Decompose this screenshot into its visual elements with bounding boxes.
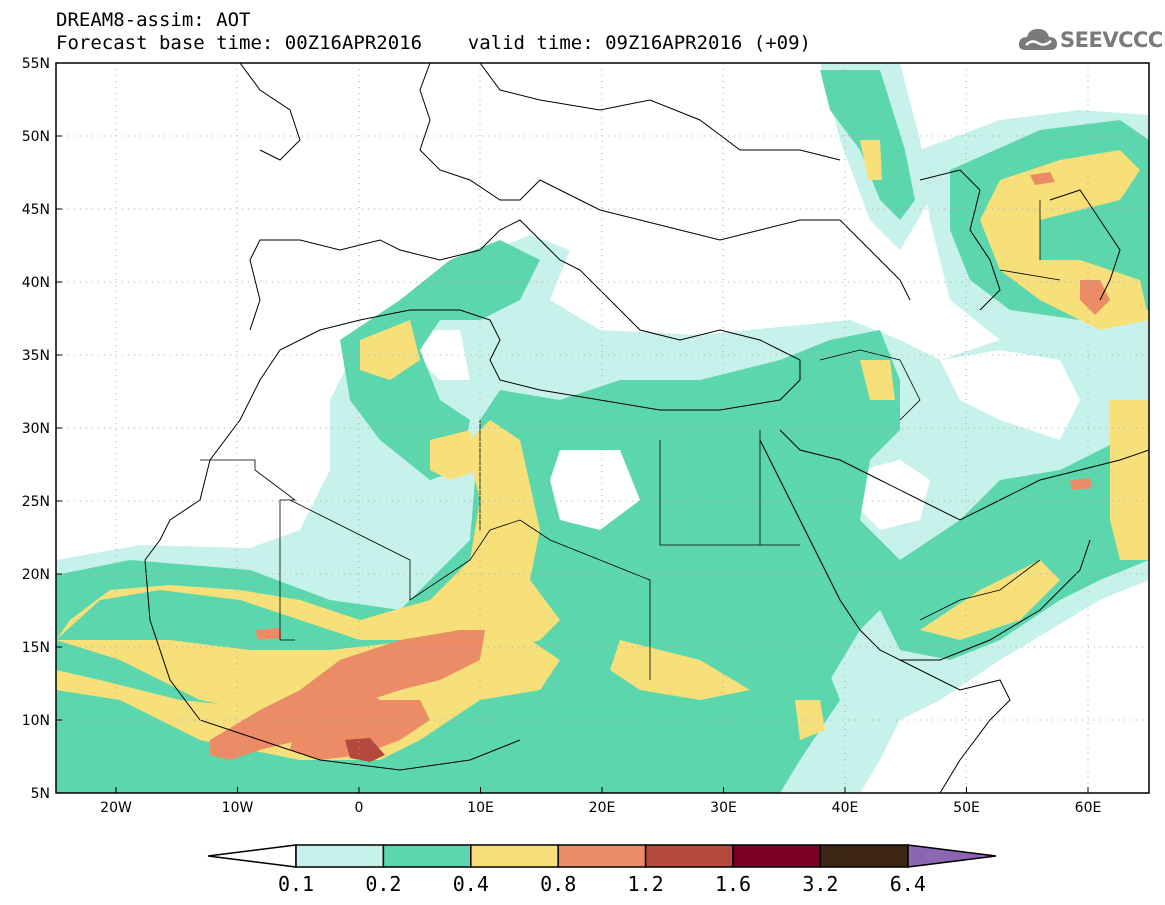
colorbar xyxy=(207,844,997,868)
colorbar-label: 0.8 xyxy=(540,872,577,896)
aot-level-0.8 xyxy=(210,172,1110,760)
lat-tick-label: 15N xyxy=(22,640,50,656)
seevccc-logo: SEEVCCC xyxy=(1018,24,1163,56)
latitude-axis: 55N 50N 45N 40N 35N 30N 25N 20N 15N 10N 5N xyxy=(22,56,62,802)
lat-tick-label: 30N xyxy=(22,421,50,437)
colorbar-swatch xyxy=(819,844,909,868)
coastlines xyxy=(144,63,1149,793)
gridlines xyxy=(56,63,1149,793)
colorbar-label: 0.1 xyxy=(277,872,315,896)
lon-tick-label: 20W xyxy=(100,800,132,816)
aot-level-1.2 xyxy=(345,738,385,762)
lat-tick-label: 45N xyxy=(22,202,50,218)
longitude-axis: 20W 10W 0 10E 20E 30E 40E 50E 60E xyxy=(100,787,1101,816)
lon-tick-label: 0 xyxy=(355,800,364,816)
lat-tick-label: 50N xyxy=(22,129,50,145)
colorbar-label: 0.2 xyxy=(365,872,402,896)
colorbar-swatch xyxy=(557,844,647,868)
lat-tick-label: 5N xyxy=(31,786,50,802)
colorbar-label: 1.6 xyxy=(714,872,752,896)
lat-tick-label: 25N xyxy=(22,494,50,510)
colorbar-swatch xyxy=(382,844,472,868)
colorbar-label: 6.4 xyxy=(889,872,926,896)
lon-tick-label: 50E xyxy=(953,800,980,816)
lat-tick-label: 55N xyxy=(22,56,50,72)
lat-tick-label: 40N xyxy=(22,275,50,291)
cloud-icon xyxy=(1018,29,1057,50)
lat-tick-label: 20N xyxy=(22,567,50,583)
colorbar-label: 0.4 xyxy=(452,872,489,896)
lon-tick-label: 20E xyxy=(589,800,616,816)
map-subtitle: Forecast base time: 00Z16APR2016 valid t… xyxy=(56,32,811,54)
lon-tick-label: 30E xyxy=(710,800,737,816)
colorbar-swatch xyxy=(644,844,734,868)
colorbar-swatch xyxy=(732,844,822,868)
lon-tick-label: 10E xyxy=(467,800,494,816)
colorbar-swatch xyxy=(470,844,559,868)
colorbar-label: 3.2 xyxy=(802,872,839,896)
lon-tick-label: 60E xyxy=(1075,800,1102,816)
lat-tick-label: 10N xyxy=(22,713,50,729)
lon-tick-label: 40E xyxy=(832,800,859,816)
colorbar-label: 1.2 xyxy=(627,872,664,896)
colorbar-min-arrow xyxy=(207,844,297,868)
lon-tick-label: 10W xyxy=(222,800,254,816)
map-title: DREAM8-assim: AOT xyxy=(56,9,251,31)
colorbar-swatch xyxy=(295,844,385,868)
colorbar-max-arrow xyxy=(907,844,997,868)
logo-text: SEEVCCC xyxy=(1060,28,1163,52)
borders xyxy=(200,200,1061,680)
lat-tick-label: 35N xyxy=(22,348,50,364)
aot-field xyxy=(56,63,1149,793)
